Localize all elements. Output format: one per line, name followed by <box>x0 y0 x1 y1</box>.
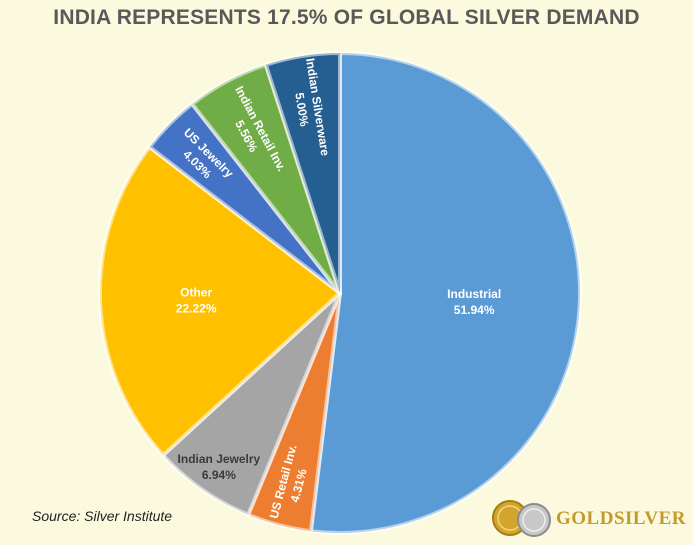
pie-slice-label: Industrial <box>447 287 501 301</box>
pie-slice-value: 22.22% <box>176 301 217 315</box>
pie-label-group: Indian Jewelry 6.94% <box>178 452 261 482</box>
pie-slice-indian-jewelry <box>161 291 342 517</box>
pie-label-group: Industrial 51.94% <box>447 287 501 317</box>
goldsilver-logo: GOLDSILVER <box>490 498 688 538</box>
pie-slice-indian-silverware <box>263 51 342 295</box>
pie-label-group: Other 22.22% <box>176 285 217 315</box>
chart-title: INDIA REPRESENTS 17.5% OF GLOBAL SILVER … <box>53 6 640 29</box>
pie-slice-label: Indian Jewelry <box>178 452 261 466</box>
logo-text: GOLDSILVER <box>556 508 686 529</box>
pie-slice-other <box>98 144 342 458</box>
pie-slice-value: 5.00% <box>292 92 311 128</box>
pie-slice-label: Other <box>180 285 212 299</box>
pie-slice-industrial <box>308 51 582 535</box>
pie-slice-value: 51.94% <box>454 303 495 317</box>
source-note: Source: Silver Institute <box>32 508 173 524</box>
coin-icon <box>492 500 551 537</box>
pie-slice-value: 6.94% <box>202 468 236 482</box>
pie-slices <box>98 51 582 535</box>
